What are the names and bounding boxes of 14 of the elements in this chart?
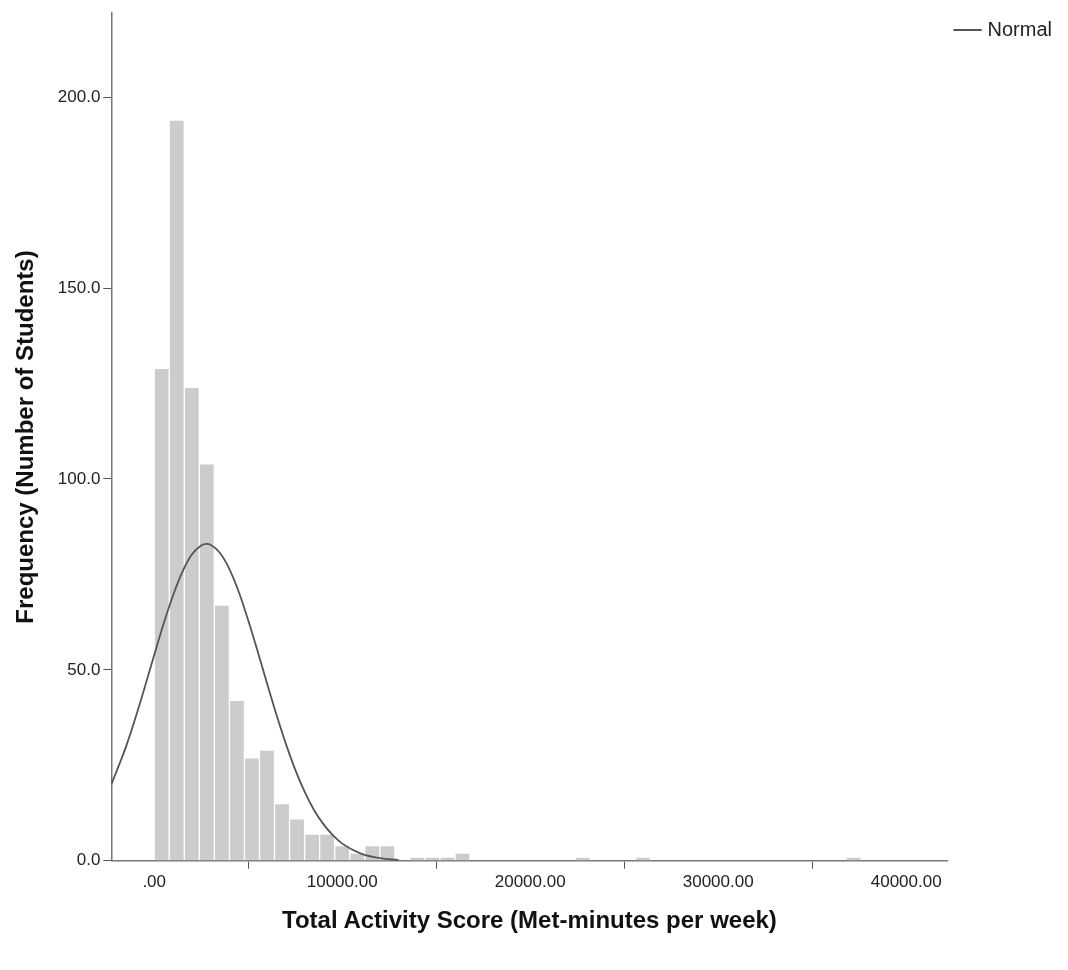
- legend-label: Normal: [987, 17, 1052, 40]
- x-tick-label: 10000.00: [306, 871, 378, 891]
- y-tick-label: 100.0: [57, 468, 101, 488]
- y-tick-label: 200.0: [57, 86, 101, 106]
- y-tick-label: 150.0: [57, 277, 101, 297]
- x-tick-label: 30000.00: [682, 871, 754, 891]
- x-tick-label: .00: [142, 871, 167, 891]
- y-tick-label: 50.0: [67, 659, 101, 679]
- x-tick-label: 40000.00: [870, 871, 942, 891]
- y-tick-label: 0.0: [76, 850, 101, 870]
- x-tick-label: 20000.00: [494, 871, 566, 891]
- x-axis-title: Total Activity Score (Met-minutes per week): [282, 906, 777, 934]
- line-series: [111, 543, 400, 861]
- y-axis-title: Frequency (Number of Students): [11, 250, 39, 624]
